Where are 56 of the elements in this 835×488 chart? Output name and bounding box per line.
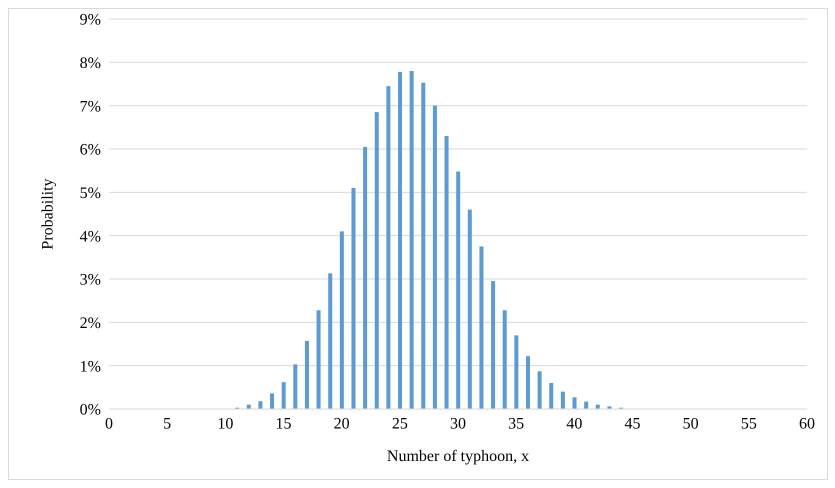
bar (526, 356, 530, 409)
x-tick-label: 15 (276, 415, 292, 432)
y-tick-label: 9% (80, 12, 101, 29)
bar (514, 335, 518, 409)
x-tick-label: 20 (334, 415, 350, 432)
y-tick-label: 6% (80, 142, 101, 159)
x-tick-label: 60 (799, 415, 815, 432)
bar (386, 86, 390, 409)
bar (479, 246, 484, 409)
bar (432, 106, 437, 409)
y-axis-title: Probability (40, 178, 57, 250)
bar (293, 364, 298, 409)
bar (363, 146, 368, 409)
y-tick-label: 2% (80, 315, 101, 332)
bar (374, 112, 379, 409)
x-tick-label: 35 (508, 415, 524, 432)
x-tick-label: 10 (217, 415, 234, 432)
bar (328, 273, 332, 409)
x-tick-label: 30 (450, 415, 466, 432)
bar (502, 310, 507, 409)
y-tick-label: 8% (80, 55, 101, 72)
x-tick-label: 45 (624, 415, 640, 432)
y-tick-label: 0% (80, 402, 101, 419)
x-tick-label: 25 (392, 415, 408, 432)
y-tick-label: 5% (80, 185, 101, 202)
bar (340, 231, 344, 409)
bar (410, 71, 414, 409)
bar (560, 392, 565, 409)
y-tick-label: 4% (80, 228, 101, 246)
x-tick-label: 40 (566, 415, 582, 432)
bar (444, 136, 449, 409)
x-tick-label: 5 (163, 415, 172, 432)
bar (549, 383, 554, 409)
bar (468, 210, 472, 409)
bar (421, 82, 426, 409)
x-tick-label: 0 (105, 415, 113, 432)
x-tick-label: 55 (740, 415, 757, 432)
bar (584, 402, 588, 409)
x-axis-title: Number of typhoon, x (386, 448, 530, 465)
bar (246, 404, 251, 409)
bar (282, 382, 286, 409)
bar (304, 340, 309, 409)
x-tick-label: 50 (682, 415, 699, 432)
y-tick-label: 1% (80, 358, 101, 376)
bar (398, 72, 402, 409)
bar (456, 172, 460, 409)
bar (270, 393, 274, 409)
bar (491, 281, 496, 409)
bar (258, 401, 262, 409)
bar (572, 397, 577, 409)
bar (351, 188, 356, 409)
bar (596, 404, 600, 409)
bar (538, 371, 542, 409)
bar (316, 310, 321, 409)
y-tick-label: 3% (80, 272, 101, 289)
y-tick-label: 7% (80, 98, 101, 116)
